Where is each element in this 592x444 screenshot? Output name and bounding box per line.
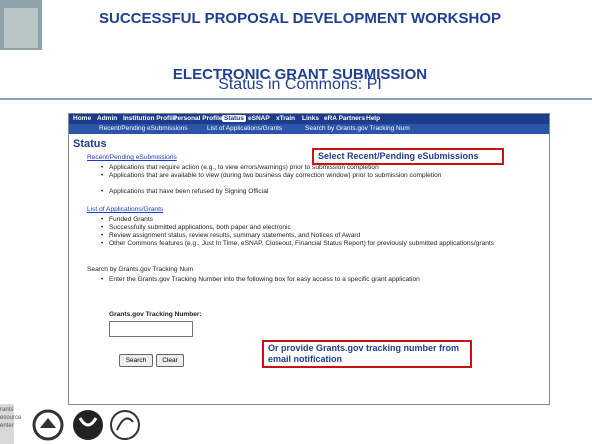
bullet: • — [101, 224, 103, 231]
page-heading: Status — [73, 138, 107, 150]
building-facade — [4, 8, 38, 48]
section-link[interactable]: List of Applications/Grants — [87, 206, 163, 213]
sub-nav-link[interactable]: List of Applications/Grants — [207, 125, 282, 132]
bullet: • — [101, 240, 103, 247]
logo-text: enter — [0, 422, 21, 430]
bullet-item: Applications that require action (e.g., … — [109, 164, 539, 172]
bullet: • — [101, 232, 103, 239]
nih-logo-mark — [40, 418, 56, 428]
search-button[interactable]: Search — [119, 354, 153, 367]
nav-link[interactable]: Home — [73, 115, 91, 122]
nav-link[interactable]: Admin — [97, 115, 117, 122]
nav-link[interactable]: Status — [222, 115, 246, 122]
nav-link[interactable]: Help — [366, 115, 380, 122]
bullet-item: Review assignment status, review results… — [109, 232, 539, 240]
bullet-item: Enter the Grants.gov Tracking Number int… — [109, 276, 539, 284]
nav-link[interactable]: Institution Profile — [123, 115, 176, 122]
slide: SUCCESSFUL PROPOSAL DEVELOPMENT WORKSHOP… — [0, 0, 592, 444]
bullet-item: Applications that are available to view … — [109, 172, 539, 180]
form-label: Grants.gov Tracking Number: — [109, 311, 202, 318]
bullet-item: Other Commons features (e.g., Just In Ti… — [109, 240, 539, 248]
bullet: • — [101, 172, 103, 179]
sub-nav-bar: Recent/Pending eSubmissions List of Appli… — [69, 124, 549, 134]
logo-text: rants — [0, 406, 21, 414]
bullet: • — [101, 276, 103, 283]
section-link[interactable]: Recent/Pending eSubmissions — [87, 154, 177, 161]
dhhs-logo-mark — [117, 418, 133, 430]
section-title: Search by Grants.gov Tracking Num — [87, 266, 193, 273]
callout: Select Recent/Pending eSubmissions — [312, 148, 504, 165]
nav-link[interactable]: Personal Profile — [173, 115, 223, 122]
bullet: • — [101, 188, 103, 195]
nav-link[interactable]: eRA Partners — [324, 115, 365, 122]
bullet-item: Applications that have been refused by S… — [109, 188, 539, 196]
dhhs-logo — [111, 411, 139, 439]
nav-link[interactable]: eSNAP — [248, 115, 270, 122]
bullet-item: Funded Grants — [109, 216, 539, 224]
bullet-item: Successfully submitted applications, bot… — [109, 224, 539, 232]
nav-link[interactable]: xTrain — [276, 115, 295, 122]
slide-title: SUCCESSFUL PROPOSAL DEVELOPMENT WORKSHOP — [90, 10, 510, 28]
bullet: • — [101, 216, 103, 223]
slide-heading: Status in Commons: PI — [90, 76, 510, 94]
callout: Or provide Grants.gov tracking number fr… — [262, 340, 472, 368]
clear-button[interactable]: Clear — [156, 354, 184, 367]
sub-nav-link[interactable]: Recent/Pending eSubmissions — [99, 125, 188, 132]
sub-nav-link[interactable]: Search by Grants.gov Tracking Num — [305, 125, 410, 132]
logo-text: esource — [0, 414, 21, 422]
bullet: • — [101, 164, 103, 171]
tracking-input[interactable] — [109, 321, 193, 337]
nav-link[interactable]: Links — [302, 115, 319, 122]
